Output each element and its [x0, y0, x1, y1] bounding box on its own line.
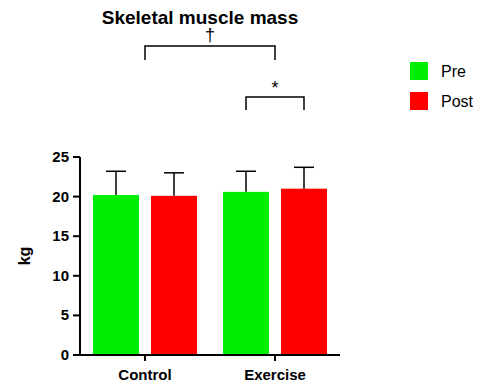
error-bar	[164, 173, 184, 196]
bar	[93, 195, 139, 355]
bar	[151, 196, 197, 355]
error-stem	[303, 167, 305, 188]
error-cap	[294, 167, 314, 169]
error-bar	[106, 171, 126, 195]
x-tick-label: Control	[118, 366, 171, 383]
y-tick-label: 10	[52, 267, 69, 284]
error-bar	[236, 171, 256, 192]
legend-swatch	[410, 92, 428, 110]
error-cap	[236, 171, 256, 173]
bar	[223, 192, 269, 355]
y-axis	[79, 157, 81, 356]
y-tick-label: 15	[52, 227, 69, 244]
y-tick	[73, 275, 80, 277]
y-tick	[73, 156, 80, 158]
x-tick-label: Exercise	[244, 366, 306, 383]
significance-bracket	[246, 97, 304, 110]
error-stem	[245, 171, 247, 192]
legend-swatch	[410, 62, 428, 80]
y-tick	[73, 314, 80, 316]
title: Skeletal muscle mass	[102, 7, 298, 28]
annotation: *	[271, 78, 278, 98]
error-stem	[173, 173, 175, 196]
y-tick-label: 5	[61, 306, 69, 323]
y-tick	[73, 196, 80, 198]
x-tick	[144, 355, 146, 361]
annotation: †	[205, 25, 215, 45]
significance-bracket	[145, 46, 275, 60]
legend-label: Post	[441, 93, 474, 110]
x-axis	[79, 354, 340, 356]
y-tick-label: 20	[52, 188, 69, 205]
error-cap	[164, 172, 184, 174]
chart-container: Skeletal muscle mass kg 0 5 10 15 20 25 Control E…	[0, 0, 500, 392]
y-axis-label: kg	[16, 247, 33, 266]
y-tick-label: 0	[61, 346, 69, 363]
legend: Pre Post	[410, 62, 474, 110]
error-stem	[115, 171, 117, 195]
bars	[93, 167, 327, 355]
error-bar	[294, 167, 314, 188]
legend-label: Pre	[441, 63, 466, 80]
y-tick	[73, 354, 80, 356]
chart-svg: Skeletal muscle mass kg 0 5 10 15 20 25 Control E…	[0, 0, 500, 392]
x-tick	[274, 355, 276, 361]
y-tick-label: 25	[52, 148, 69, 165]
y-tick	[73, 235, 80, 237]
bar	[281, 189, 327, 355]
error-cap	[106, 171, 126, 173]
